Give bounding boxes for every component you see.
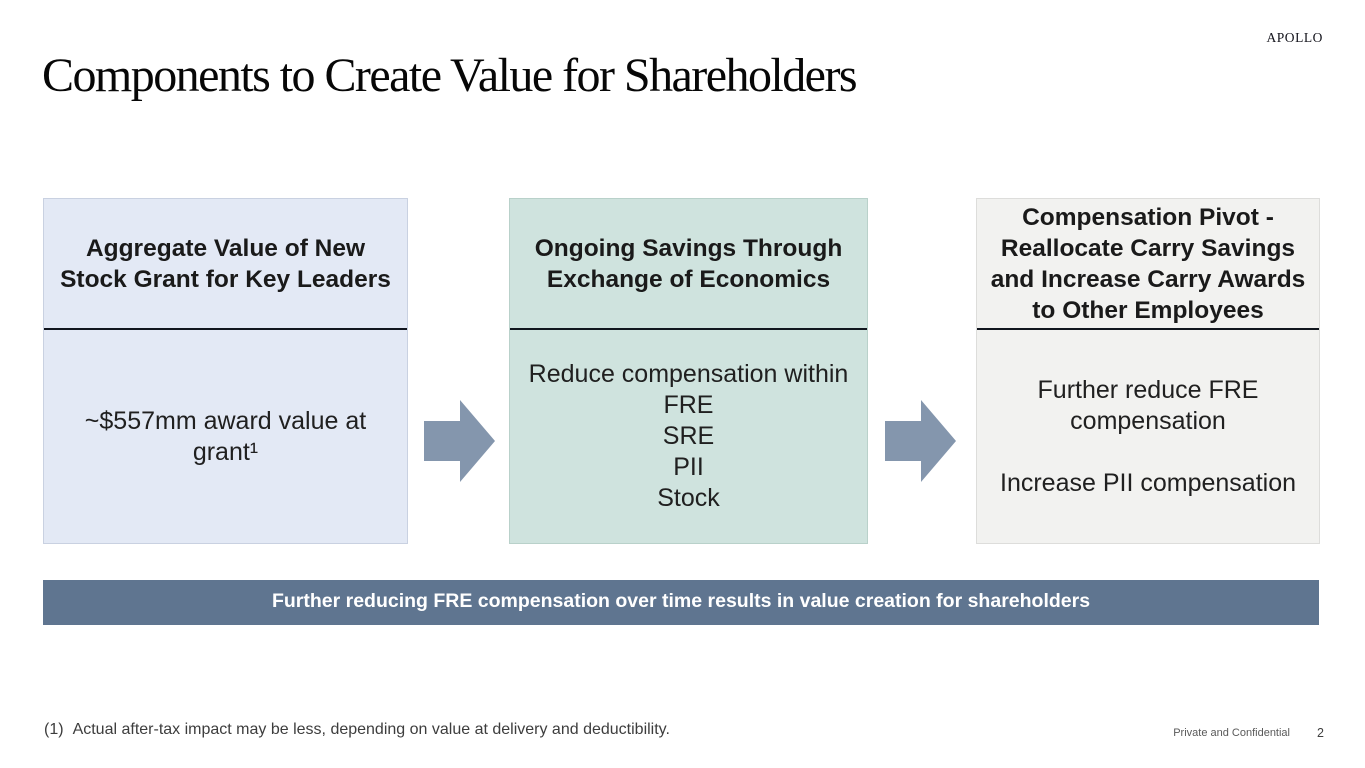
footnote: (1) Actual after-tax impact may be less, … bbox=[44, 722, 670, 738]
box-body-line: SRE bbox=[662, 422, 715, 450]
box-body-line: ~$557mm award value at bbox=[84, 406, 367, 435]
box-body-line: compensation bbox=[1070, 406, 1226, 435]
arrow-right-icon bbox=[885, 400, 956, 482]
box-body-line: Stock bbox=[657, 484, 720, 512]
box-body-line: Reduce compensation within bbox=[528, 360, 849, 388]
box-stock-grant: Aggregate Value of New Stock Grant for K… bbox=[43, 198, 408, 544]
box-header-line: Stock Grant for Key Leaders bbox=[60, 265, 391, 293]
box-header-line: Ongoing Savings Through bbox=[534, 234, 843, 262]
box-body-line: Increase PII compensation bbox=[1000, 468, 1296, 497]
box-body-line bbox=[1000, 437, 1296, 468]
page-number: 2 bbox=[1317, 726, 1324, 740]
box-ongoing-savings-header: Ongoing Savings Through Exchange of Econ… bbox=[510, 199, 867, 330]
box-body-line: FRE bbox=[663, 391, 714, 419]
classification-label: Private and Confidential bbox=[1173, 727, 1290, 739]
takeaway-banner-text: Further reducing FRE compensation over t… bbox=[271, 589, 1091, 612]
box-body-line: PII bbox=[673, 453, 704, 481]
box-compensation-pivot-header: Compensation Pivot - Reallocate Carry Sa… bbox=[977, 199, 1319, 330]
box-compensation-pivot: Compensation Pivot - Reallocate Carry Sa… bbox=[976, 198, 1320, 544]
box-header-line: Aggregate Value of New bbox=[85, 234, 366, 262]
box-header-line: Reallocate Carry Savings bbox=[1000, 234, 1296, 262]
box-stock-grant-body: ~$557mm award value at grant¹ bbox=[44, 330, 407, 543]
box-compensation-pivot-body: Further reduce FRE compensation Increase… bbox=[977, 330, 1319, 543]
box-header-line: Compensation Pivot - bbox=[1022, 203, 1274, 231]
arrow-right-icon bbox=[424, 400, 495, 482]
box-body-line: Further reduce FRE bbox=[1037, 375, 1259, 404]
box-header-line: and Increase Carry Awards bbox=[990, 265, 1306, 293]
footnote-text: Actual after-tax impact may be less, dep… bbox=[72, 721, 670, 738]
slide-title: Components to Create Value for Sharehold… bbox=[42, 49, 858, 102]
box-ongoing-savings: Ongoing Savings Through Exchange of Econ… bbox=[509, 198, 868, 544]
footnote-marker: (1) bbox=[44, 721, 64, 738]
takeaway-banner: Further reducing FRE compensation over t… bbox=[43, 580, 1319, 625]
box-header-line: Exchange of Economics bbox=[546, 265, 831, 293]
apollo-logo: APOLLO bbox=[1266, 30, 1323, 45]
box-header-line: to Other Employees bbox=[1032, 296, 1264, 324]
box-body-line: grant¹ bbox=[192, 437, 259, 466]
box-ongoing-savings-body: Reduce compensation within FRE SRE PII S… bbox=[510, 330, 867, 543]
box-stock-grant-header: Aggregate Value of New Stock Grant for K… bbox=[44, 199, 407, 330]
